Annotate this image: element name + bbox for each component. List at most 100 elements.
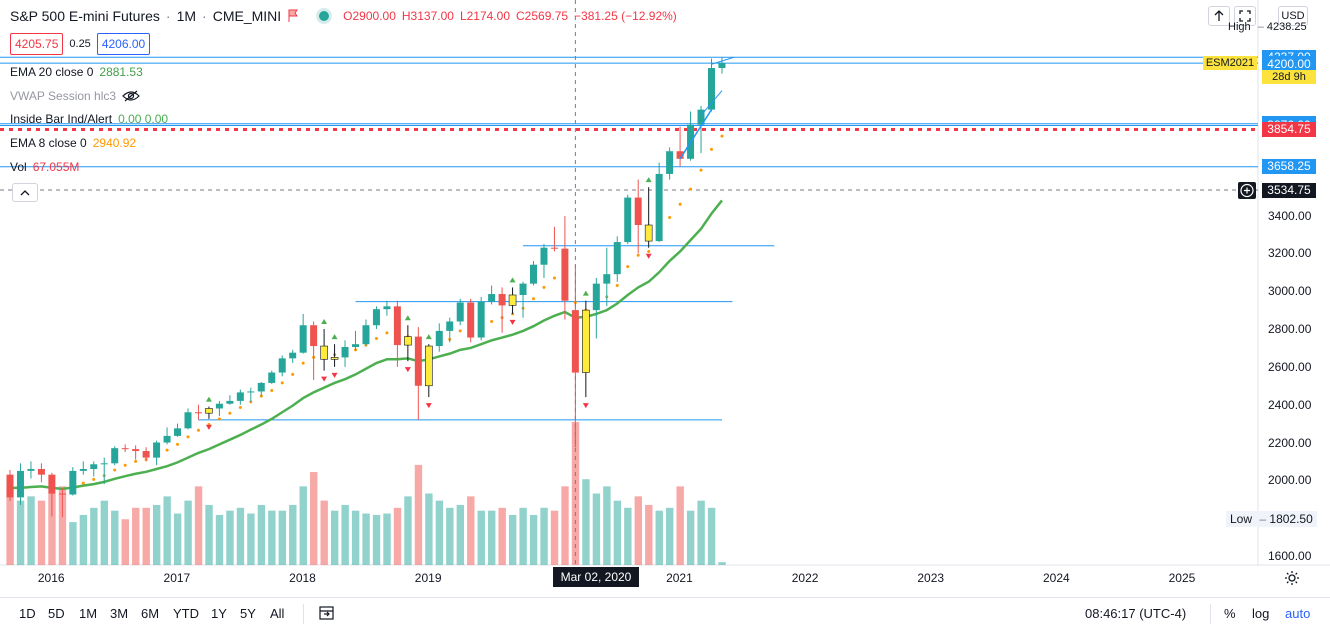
indicator-ema20[interactable]: EMA 20 close 0 2881.53 (10, 65, 143, 79)
volume-bar (519, 507, 527, 565)
change-value: −381.25 (−12.92%) (574, 9, 677, 23)
timeframe-button[interactable]: 1D (19, 606, 36, 621)
chart-settings-button[interactable] (1284, 570, 1300, 591)
volume-bar (111, 510, 119, 565)
volume-bar (383, 513, 391, 565)
price-tick-label: 1600.00 (1268, 549, 1312, 563)
volume-bar (467, 496, 475, 565)
volume-bar (163, 496, 171, 565)
calendar-range-icon (319, 606, 334, 620)
ema8-point (81, 481, 85, 485)
hidden-eye-icon[interactable] (122, 90, 140, 102)
ema8-point (615, 284, 619, 288)
ema8-point (291, 372, 295, 376)
percent-scale-toggle[interactable]: % (1224, 606, 1236, 621)
symbol-name[interactable]: S&P 500 E-mini Futures (10, 8, 160, 24)
market-status-icon[interactable] (319, 11, 330, 21)
auto-scale-toggle[interactable]: auto (1285, 606, 1311, 621)
ema8-point (92, 477, 96, 481)
candle-body (666, 151, 674, 174)
time-tick-label: 2024 (1043, 571, 1070, 585)
volume-bar (697, 500, 705, 565)
sell-price-button[interactable]: 4205.75 (10, 33, 64, 55)
timeframe-button[interactable]: 6M (141, 606, 160, 621)
inside-bar-marker (404, 367, 411, 373)
volume-bar (351, 510, 360, 565)
volume-bar (425, 493, 433, 565)
ema8-point (280, 381, 284, 385)
candle-body (299, 325, 307, 353)
candle-body (613, 242, 621, 275)
spread-value: 0.25 (69, 38, 91, 50)
crosshair-date-label: Mar 02, 2020 (553, 567, 639, 587)
volume-bar (655, 510, 663, 565)
price-tick-label: 3200.00 (1268, 246, 1312, 261)
timeframe-button[interactable]: 5D (48, 606, 65, 621)
volume-bar (142, 507, 150, 565)
inside-bar-marker (582, 290, 589, 296)
indicator-ema8[interactable]: EMA 8 close 0 2940.92 (10, 136, 136, 150)
volume-bar (132, 507, 140, 565)
volume-bar (592, 493, 601, 565)
volume-bar (477, 510, 485, 565)
goto-date-button[interactable] (318, 605, 336, 626)
flag-icon[interactable] (287, 9, 299, 23)
volume-bar (624, 507, 632, 565)
volume-bar (634, 496, 642, 565)
volume-bar (330, 510, 339, 565)
inside-bar-marker (404, 315, 411, 321)
ema8-point (626, 265, 630, 269)
timeframe-button[interactable]: 1M (79, 606, 98, 621)
volume-bar (341, 504, 349, 565)
timeframe-button[interactable]: 5Y (240, 606, 256, 621)
timeframe-button[interactable]: All (270, 606, 285, 621)
ema8-point (647, 249, 651, 253)
volume-bar (173, 513, 182, 565)
price-tick-label: 3400.00 (1268, 208, 1312, 223)
add-alert-button[interactable] (1238, 182, 1256, 199)
fullscreen-button[interactable] (1234, 6, 1256, 26)
high-label: High (1228, 21, 1251, 33)
candle-body (48, 474, 56, 494)
timeframe-button[interactable]: YTD (173, 606, 199, 621)
volume-bar (372, 514, 381, 565)
volume-bar (393, 507, 402, 565)
ema8-point (709, 147, 713, 151)
inside-bar-marker (425, 403, 432, 409)
candle-body (352, 344, 360, 347)
candle-body (153, 442, 161, 458)
indicator-inside-bar[interactable]: Inside Bar Ind/Alert 0.00 0.00 (10, 112, 168, 126)
candle-body (27, 468, 35, 471)
scroll-up-button[interactable] (1208, 6, 1230, 26)
log-scale-toggle[interactable]: log (1252, 606, 1270, 621)
expand-icon (1239, 10, 1251, 22)
time-tick-label: 2025 (1168, 571, 1196, 585)
buy-price-button[interactable]: 4206.00 (96, 33, 151, 55)
indicator-vwap[interactable]: VWAP Session hlc3 (10, 89, 140, 103)
plus-circle-icon (1240, 183, 1254, 198)
volume-bar (194, 486, 203, 565)
candle-body (414, 336, 422, 386)
volume-bar (446, 507, 454, 565)
volume-bar (48, 493, 56, 565)
inside-bar-marker (582, 403, 589, 409)
clock-timezone[interactable]: 08:46:17 (UTC-4) (1085, 606, 1187, 621)
volume-bar (320, 500, 328, 565)
timeframe-button[interactable]: 3M (110, 606, 129, 621)
indicator-volume[interactable]: Vol 67.055M (10, 160, 79, 174)
price-chart[interactable] (0, 0, 1330, 597)
interval-label[interactable]: 1M (176, 8, 197, 24)
candle-body (69, 470, 77, 495)
candle-body (215, 403, 223, 409)
candle-body (393, 306, 401, 346)
inside-bar-marker (645, 253, 652, 259)
volume-bar (289, 504, 297, 565)
ohlc-values: O2900.00 H3137.00 L2174.00 C2569.75 −381… (343, 9, 677, 23)
price-tick-label: 2000.00 (1268, 473, 1312, 488)
volume-bar (676, 486, 684, 565)
timeframe-button[interactable]: 1Y (211, 606, 227, 621)
collapse-legend-button[interactable] (12, 183, 38, 202)
currency-button[interactable]: USD (1278, 6, 1308, 26)
symbol-header[interactable]: S&P 500 E-mini Futures · 1M · CME_MINI O… (10, 8, 677, 24)
